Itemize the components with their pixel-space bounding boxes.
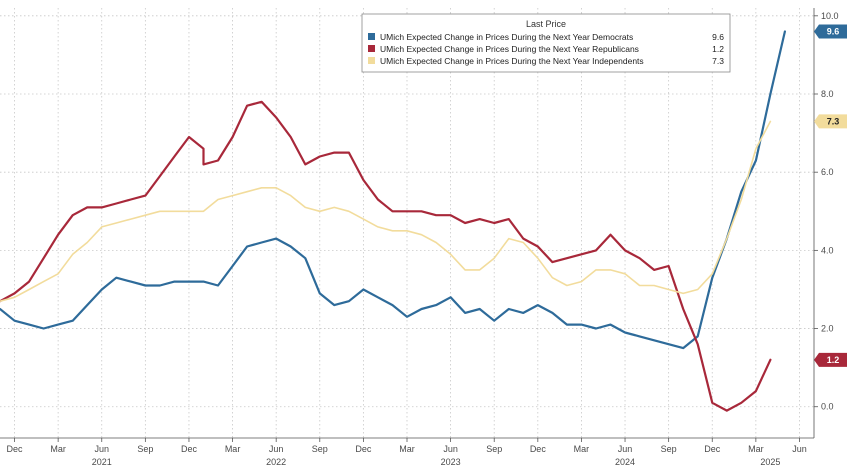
x-tick-label: Jun <box>443 444 458 454</box>
legend-label-independents: UMich Expected Change in Prices During t… <box>380 56 644 66</box>
x-tick-label: Mar <box>574 444 590 454</box>
series-line-democrats <box>0 30 787 350</box>
legend-value-independents: 7.3 <box>712 56 724 66</box>
x-tick-label: Sep <box>486 444 502 454</box>
x-year-label: 2024 <box>615 457 635 467</box>
legend-title: Last Price <box>526 19 566 29</box>
y-tick-label: 0.0 <box>821 402 834 412</box>
tag-value: 1.2 <box>827 355 840 365</box>
x-tick-label: Mar <box>225 444 241 454</box>
legend-box <box>361 13 731 73</box>
x-year-label: 2023 <box>441 457 461 467</box>
tag-value: 9.6 <box>827 27 840 37</box>
y-tick-label: 10.0 <box>821 11 839 21</box>
grid-layer <box>0 8 814 438</box>
y-tick-label: 6.0 <box>821 167 834 177</box>
tag-background <box>814 352 847 367</box>
x-year-label: 2022 <box>266 457 286 467</box>
x-tick-label: Dec <box>7 444 24 454</box>
x-tick-label: Dec <box>355 444 372 454</box>
legend-swatch-independents <box>368 57 375 64</box>
x-tick-label: Jun <box>269 444 284 454</box>
legend-swatch-republicans <box>368 45 375 52</box>
last-value-tag-independents: 7.3 <box>814 114 847 129</box>
last-value-tag-republicans: 1.2 <box>814 352 847 367</box>
x-year-label: 2025 <box>760 457 780 467</box>
tag-background <box>814 114 847 129</box>
x-tick-label: Jun <box>94 444 109 454</box>
x-tick-label: Dec <box>181 444 198 454</box>
series-line-independents <box>0 120 772 303</box>
x-tick-label: Mar <box>748 444 764 454</box>
legend-label-democrats: UMich Expected Change in Prices During t… <box>380 32 633 42</box>
last-value-tag-democrats: 9.6 <box>814 24 847 39</box>
x-tick-label: Jun <box>792 444 807 454</box>
tag-value: 7.3 <box>827 117 840 127</box>
legend-value-republicans: 1.2 <box>712 44 724 54</box>
x-tick-label: Sep <box>137 444 153 454</box>
tag-background <box>814 24 847 39</box>
last-value-tags: 9.6 1.2 7.3 <box>814 24 847 367</box>
x-tick-label: Sep <box>661 444 677 454</box>
x-tick-label: Mar <box>50 444 66 454</box>
series-layer <box>0 30 787 412</box>
y-tick-label: 2.0 <box>821 324 834 334</box>
series-line-republicans <box>0 100 772 412</box>
legend-swatch-democrats <box>368 33 375 40</box>
x-tick-label: Sep <box>312 444 328 454</box>
legend: Last Price UMich Expected Change in Pric… <box>361 13 731 73</box>
x-tick-label: Dec <box>704 444 721 454</box>
axis-layer: 0.0 2.0 4.0 6.0 8.0 10.0 Dec Mar Jun Sep Dec Mar Jun… <box>0 8 839 467</box>
y-tick-label: 4.0 <box>821 245 834 255</box>
x-tick-label: Jun <box>618 444 633 454</box>
legend-label-republicans: UMich Expected Change in Prices During t… <box>380 44 639 54</box>
legend-value-democrats: 9.6 <box>712 32 724 42</box>
x-year-label: 2021 <box>92 457 112 467</box>
x-tick-label: Dec <box>530 444 547 454</box>
x-tick-label: Mar <box>399 444 415 454</box>
y-tick-label: 8.0 <box>821 89 834 99</box>
